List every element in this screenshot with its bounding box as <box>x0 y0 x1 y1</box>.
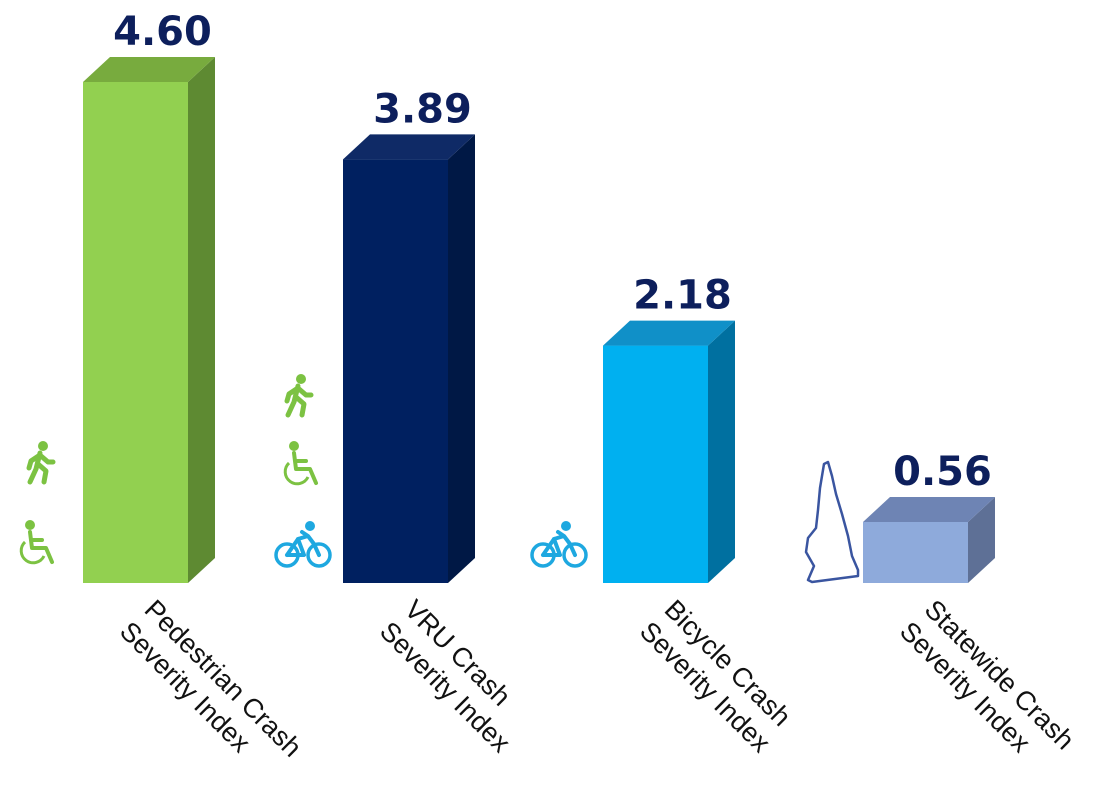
category-label: VRU CrashSeverity Index <box>374 593 540 759</box>
value-label: 3.89 <box>373 86 472 132</box>
wheelchair-icon <box>19 520 54 565</box>
bar-front-face <box>83 82 188 583</box>
state-outline-icon <box>804 460 860 584</box>
category-label: Statewide CrashSeverity Index <box>894 593 1080 779</box>
labels-layer: 4.60 Pedestrian CrashSeverity Index 3.89 VR… <box>113 9 1080 786</box>
bar-top-face <box>603 320 735 346</box>
bicycle-icon <box>274 521 332 568</box>
icons-layer <box>19 374 860 584</box>
pedestrian-icon <box>284 374 314 418</box>
value-label: 4.60 <box>113 9 212 55</box>
bar-1 <box>83 57 215 583</box>
wheelchair-icon <box>283 441 318 486</box>
bar-3 <box>603 320 735 583</box>
icon-group-3 <box>530 521 588 568</box>
value-label: 2.18 <box>633 273 732 319</box>
icon-group-1 <box>19 441 56 565</box>
bar-top-face <box>863 497 995 523</box>
bar-front-face <box>863 522 968 583</box>
bar-side-face <box>968 497 995 583</box>
bar-2 <box>343 134 475 584</box>
bar-side-face <box>448 134 475 584</box>
bar-front-face <box>343 159 448 584</box>
bar-top-face <box>83 57 215 82</box>
icon-group-2 <box>274 374 332 568</box>
pedestrian-icon <box>26 441 56 485</box>
bar-side-face <box>708 320 735 583</box>
bars-layer <box>83 57 995 584</box>
category-label: Pedestrian CrashSeverity Index <box>114 593 307 786</box>
bicycle-icon <box>530 521 588 568</box>
value-label: 0.56 <box>893 449 992 495</box>
bar-4 <box>863 497 995 583</box>
category-label: Bicycle CrashSeverity Index <box>634 593 800 759</box>
bar-side-face <box>188 57 215 583</box>
icon-group-4 <box>804 460 860 584</box>
bar-top-face <box>343 134 475 160</box>
bar-front-face <box>603 345 708 583</box>
